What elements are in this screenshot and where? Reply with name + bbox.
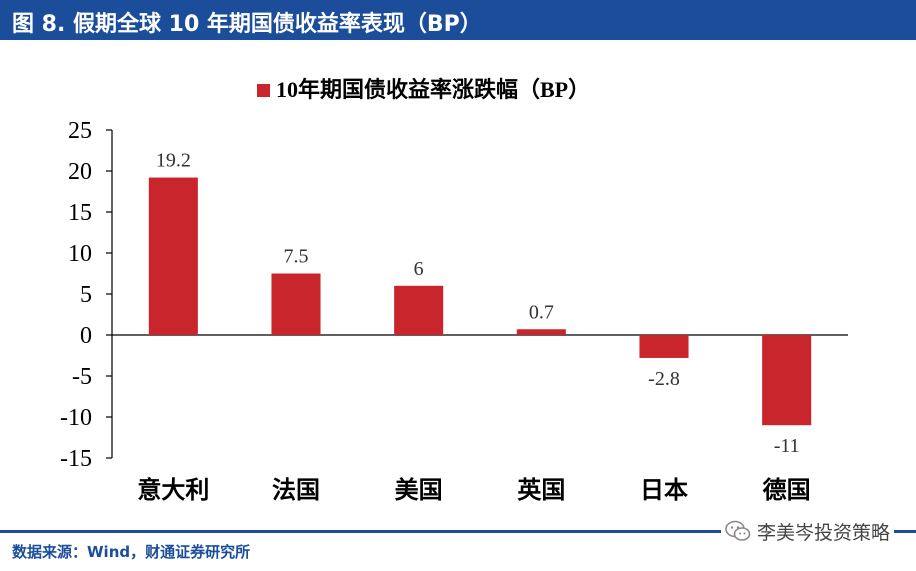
wechat-icon [725,520,751,541]
bar [148,177,198,335]
category-label: 法国 [272,477,320,504]
watermark: 李美岑投资策略 [720,518,894,544]
y-tick-label: 5 [80,282,92,308]
y-tick-label: -10 [60,405,92,431]
y-tick-label: -15 [60,446,92,472]
data-label: 7.5 [284,246,309,268]
source-note: 数据来源：Wind，财通证券研究所 [12,543,251,561]
watermark-text: 李美岑投资策略 [756,521,890,544]
category-label: 日本 [640,477,688,504]
bar [639,335,689,358]
data-label: 19.2 [156,150,191,172]
y-tick-label: 10 [68,241,92,267]
bar [394,285,444,335]
y-tick-label: 20 [68,159,92,185]
category-label: 英国 [517,477,565,504]
footer-divider [0,530,916,533]
plot-area: 25 20 15 10 5 0 -5 -10 -15 19.2 意大利 7.5 法国 6 美国 0.7 英国 -2… [60,118,848,504]
figure-header: 图 8. 假期全球 10 年期国债收益率表现（BP） [0,0,916,40]
category-label: 美国 [395,476,443,504]
figure-title: 图 8. 假期全球 10 年期国债收益率表现（BP） [12,12,482,37]
data-label: -11 [774,435,800,457]
data-label: -2.8 [648,368,680,390]
category-label: 德国 [763,476,811,504]
bar [516,329,566,335]
y-tick-label: 0 [80,323,92,349]
legend-swatch [257,84,270,97]
y-tick-label: 15 [68,200,92,226]
chart-area: 10年期国债收益率涨跌幅（BP） 25 20 15 10 5 0 -5 -10 -15 19.2 意… [0,40,916,530]
data-label: 0.7 [529,301,554,323]
bar-chart: 10年期国债收益率涨跌幅（BP） 25 20 15 10 5 0 -5 -10 -15 19.2 意… [60,77,848,504]
category-label: 意大利 [137,476,209,504]
data-label: 6 [414,258,424,280]
bar [762,335,812,426]
bar [271,273,321,335]
legend-label: 10年期国债收益率涨跌幅（BP） [276,77,590,102]
y-tick-label: 25 [68,118,92,144]
y-tick-label: -5 [72,364,92,390]
